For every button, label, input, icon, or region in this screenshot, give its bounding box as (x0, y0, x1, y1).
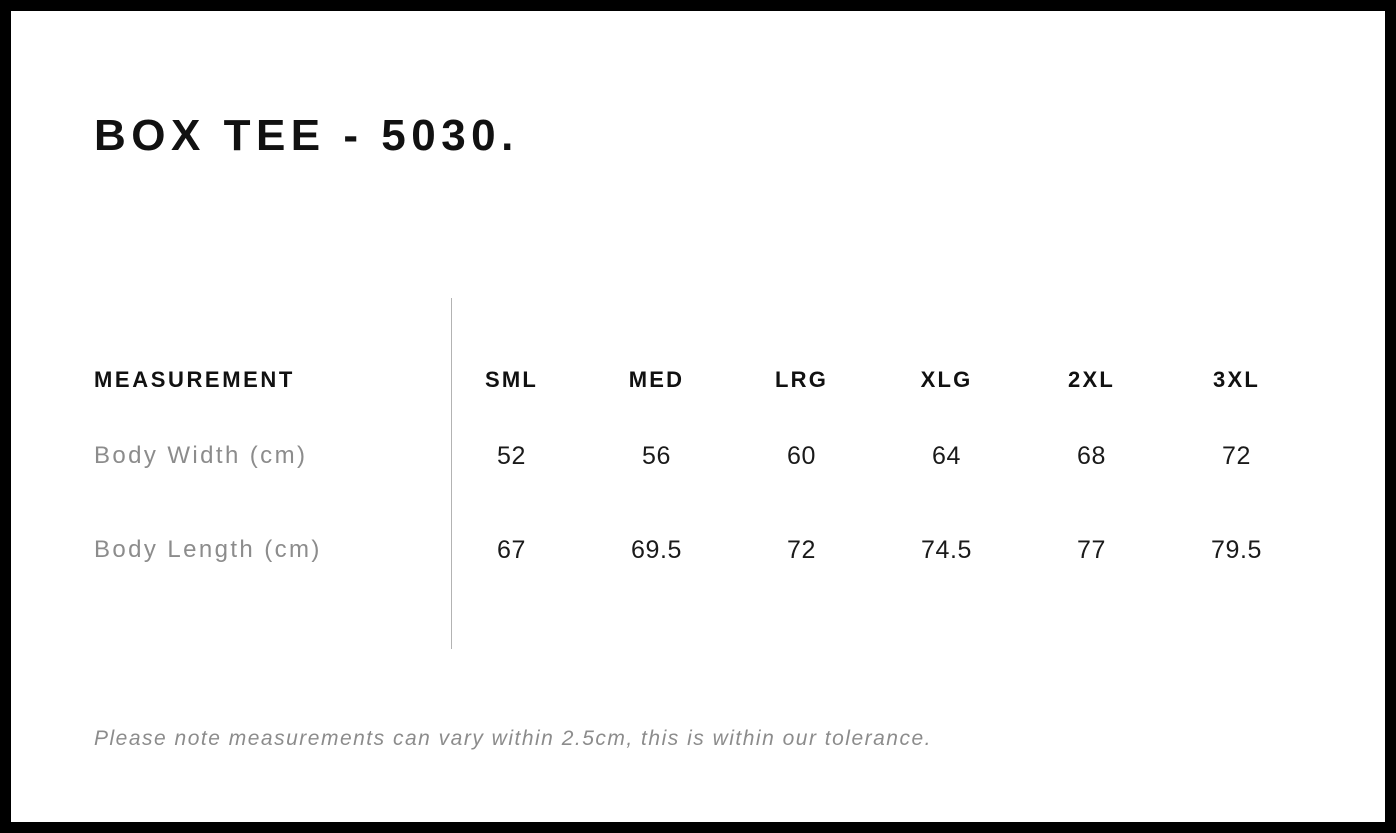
column-header-med: MED (628, 367, 685, 392)
cell-body-width-lrg: 60 (786, 441, 816, 470)
column-header-3xl: 3XL (1213, 367, 1260, 392)
cell-body-width-med: 56 (641, 441, 671, 470)
table-header: MEASUREMENT SML MED LRG XLG 2XL 3XL (94, 351, 1309, 409)
cell-body-length-med: 69.5 (630, 535, 683, 564)
column-header-xlg: XLG (920, 367, 973, 392)
cell-body-width-xlg: 64 (931, 441, 961, 470)
table-row: Body Width (cm) 52 56 60 64 68 72 (94, 409, 1309, 503)
cell-body-length-3xl: 79.5 (1210, 535, 1263, 564)
size-chart-card: BOX TEE - 5030. MEASUREMENT SML MED LRG … (11, 11, 1385, 822)
cell-body-length-xlg: 74.5 (920, 535, 973, 564)
table-body: Body Width (cm) 52 56 60 64 68 72 Body L… (94, 409, 1309, 597)
column-header-measurement: MEASUREMENT (94, 367, 295, 392)
cell-body-length-sml: 67 (496, 535, 526, 564)
cell-body-width-sml: 52 (496, 441, 526, 470)
cell-body-width-3xl: 72 (1221, 441, 1251, 470)
cell-body-width-2xl: 68 (1076, 441, 1106, 470)
column-header-lrg: LRG (774, 367, 829, 392)
tolerance-note: Please note measurements can vary within… (94, 727, 933, 750)
row-label-body-width: Body Width (cm) (94, 442, 308, 469)
cell-body-length-2xl: 77 (1076, 535, 1106, 564)
column-header-2xl: 2XL (1068, 367, 1115, 392)
cell-body-length-lrg: 72 (786, 535, 816, 564)
column-divider (451, 298, 452, 649)
size-chart-table: MEASUREMENT SML MED LRG XLG 2XL 3XL Body… (94, 351, 1309, 597)
column-header-sml: SML (484, 367, 539, 392)
row-label-body-length: Body Length (cm) (94, 536, 322, 563)
table-header-row: MEASUREMENT SML MED LRG XLG 2XL 3XL (94, 351, 1309, 409)
page-title: BOX TEE - 5030. (94, 111, 519, 160)
table-row: Body Length (cm) 67 69.5 72 74.5 77 79.5 (94, 503, 1309, 597)
